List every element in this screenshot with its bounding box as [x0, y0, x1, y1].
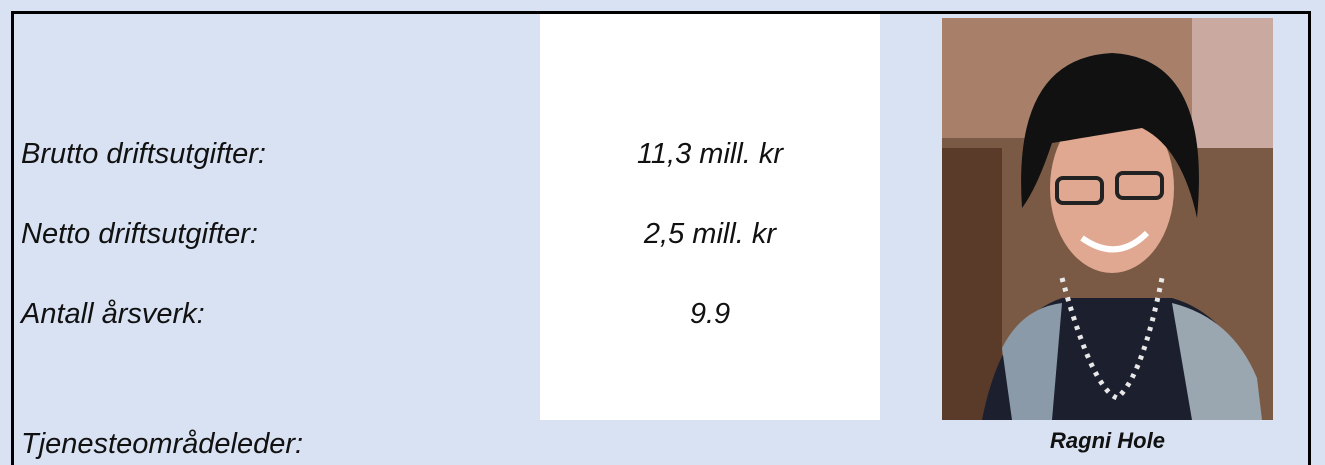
value-column: [540, 14, 880, 420]
leader-name: Ragni Hole: [1050, 428, 1165, 453]
row-label: Antall årsverk:: [21, 298, 205, 330]
row-label: Brutto driftsutgifter:: [21, 138, 266, 170]
row-value: 9.9: [689, 298, 731, 330]
leader-title: Tjenesteområdeleder:: [21, 428, 304, 460]
portrait-photo: [942, 18, 1273, 420]
row-value: 2,5 mill. kr: [643, 218, 777, 250]
row-label: Netto driftsutgifter:: [21, 218, 258, 250]
frame: [11, 11, 1311, 465]
row-value: 11,3 mill. kr: [636, 138, 784, 170]
